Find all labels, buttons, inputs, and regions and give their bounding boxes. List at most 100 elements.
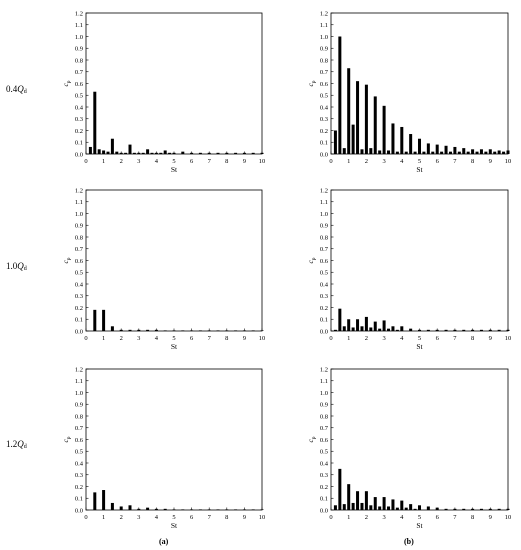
bar-1-11: [382, 105, 386, 154]
y-tick-label-1-0: 0.0: [320, 151, 328, 158]
chart-panel-1: 0.0 0.1 0.2 0.3 0.4 0.5 0.6 0.7 0.8 0.9 1.0 1.1 1.2 0…: [306, 10, 511, 174]
x-tick-label-2-5: 5: [172, 335, 175, 342]
y-tick-label-2-7: 0.7: [75, 246, 84, 253]
bar-3-12: [387, 328, 391, 331]
x-tick-label-1-6: 6: [436, 158, 440, 165]
y-tick-label-2-10: 1.0: [75, 211, 83, 218]
bar-5-5: [356, 491, 360, 510]
x-tick-label-1-5: 5: [418, 158, 421, 165]
x-tick-label-3-5: 5: [418, 335, 421, 342]
y-tick-label-3-0: 0.0: [320, 328, 328, 335]
bar-0-14: [150, 152, 154, 154]
bar-0-24: [216, 152, 220, 154]
row-label-1-sub: d: [23, 266, 27, 272]
bar-1-17: [409, 134, 413, 154]
bar-0-9: [128, 144, 132, 154]
bar-3-0: [333, 329, 337, 331]
bar-3-26: [497, 329, 501, 331]
y-tick-label-4-6: 0.6: [75, 437, 84, 444]
bar-0-16: [159, 152, 163, 154]
bar-3-5: [356, 319, 360, 331]
y-tick-label-0-5: 0.5: [75, 93, 83, 100]
x-tick-label-4-5: 5: [172, 514, 175, 521]
bar-3-2: [342, 326, 346, 331]
x-tick-label-2-4: 4: [155, 335, 159, 342]
bar-3-18: [426, 329, 430, 331]
y-axis-label-sub-3: p: [311, 257, 317, 260]
y-tick-label-4-7: 0.7: [75, 425, 84, 432]
x-tick-label-4-8: 8: [225, 514, 228, 521]
bar-5-3: [347, 484, 351, 510]
column-label-b: (b): [404, 537, 414, 546]
x-tick-label-3-3: 3: [382, 335, 385, 342]
y-tick-label-0-2: 0.2: [75, 128, 83, 135]
bar-3-13: [391, 326, 395, 331]
x-tick-label-0-6: 6: [190, 158, 194, 165]
bar-4-0: [93, 492, 97, 510]
bar-5-4: [351, 502, 355, 510]
bar-5-6: [360, 502, 364, 510]
bar-5-1: [338, 468, 342, 510]
x-tick-label-4-10: 10: [259, 514, 266, 521]
y-tick-label-0-7: 0.7: [75, 69, 84, 76]
x-tick-label-1-10: 10: [505, 158, 512, 165]
bar-0-2: [97, 149, 101, 154]
x-tick-label-3-6: 6: [436, 335, 440, 342]
bar-5-11: [382, 497, 386, 510]
chart-panel-2: 0.0 0.1 0.2 0.3 0.4 0.5 0.6 0.7 0.8 0.9 1.0 1.1 1.2 0…: [61, 187, 265, 351]
y-axis-label-sub-5: p: [311, 436, 317, 439]
x-axis-label-2: St: [171, 342, 178, 351]
bar-1-6: [360, 149, 364, 154]
x-axis-label-0: St: [171, 165, 178, 174]
row-label-0-q: Q: [17, 84, 24, 94]
y-tick-label-1-4: 0.4: [320, 104, 329, 111]
x-tick-label-2-6: 6: [190, 335, 194, 342]
x-tick-label-2-0: 0: [84, 335, 87, 342]
x-tick-label-1-4: 4: [400, 158, 404, 165]
bar-4-8: [163, 508, 167, 510]
y-tick-label-0-11: 1.1: [75, 22, 83, 29]
y-tick-label-4-11: 1.1: [75, 378, 83, 385]
bar-4-4: [128, 505, 132, 510]
bar-0-10: [132, 152, 136, 154]
bar-3-1: [338, 308, 342, 331]
x-tick-label-1-2: 2: [365, 158, 368, 165]
bar-2-1: [102, 309, 106, 331]
x-tick-label-0-1: 1: [102, 158, 105, 165]
bar-1-36: [493, 151, 497, 154]
x-tick-label-1-3: 3: [382, 158, 385, 165]
plot-frame-4: [85, 368, 263, 511]
y-tick-label-4-10: 1.0: [75, 390, 83, 397]
row-label-2-sub: d: [23, 444, 27, 450]
x-tick-label-2-1: 1: [102, 335, 105, 342]
y-tick-label-4-9: 0.9: [75, 402, 83, 409]
y-tick-label-1-8: 0.8: [320, 57, 328, 64]
bar-5-9: [373, 497, 377, 510]
y-tick-label-5-11: 1.1: [320, 378, 328, 385]
y-tick-label-4-12: 1.2: [75, 366, 83, 373]
row-label-1: 1.0Qd: [6, 261, 27, 272]
y-tick-label-2-12: 1.2: [75, 187, 83, 194]
bar-5-7: [364, 491, 368, 510]
bar-3-10: [378, 328, 382, 331]
y-axis-label-main-1: c: [306, 83, 315, 87]
bar-0-8: [124, 152, 128, 154]
x-tick-label-0-8: 8: [225, 158, 228, 165]
bar-5-16: [404, 507, 408, 510]
x-tick-label-4-0: 0: [84, 514, 87, 521]
y-axis-label-main-3: c: [306, 260, 315, 264]
y-axis-label-0: cp: [61, 80, 72, 86]
x-tick-label-3-4: 4: [400, 335, 404, 342]
x-tick-label-0-7: 7: [208, 158, 212, 165]
bar-1-26: [448, 151, 452, 154]
x-tick-label-1-1: 1: [347, 158, 350, 165]
y-axis-label-sub-4: p: [66, 436, 72, 439]
y-tick-label-2-11: 1.1: [75, 199, 83, 206]
y-axis-label-3: cp: [306, 257, 317, 263]
bar-3-22: [462, 329, 466, 331]
y-tick-label-2-4: 0.4: [75, 281, 84, 288]
bar-2-2: [110, 326, 114, 331]
y-tick-label-5-0: 0.0: [320, 507, 328, 514]
